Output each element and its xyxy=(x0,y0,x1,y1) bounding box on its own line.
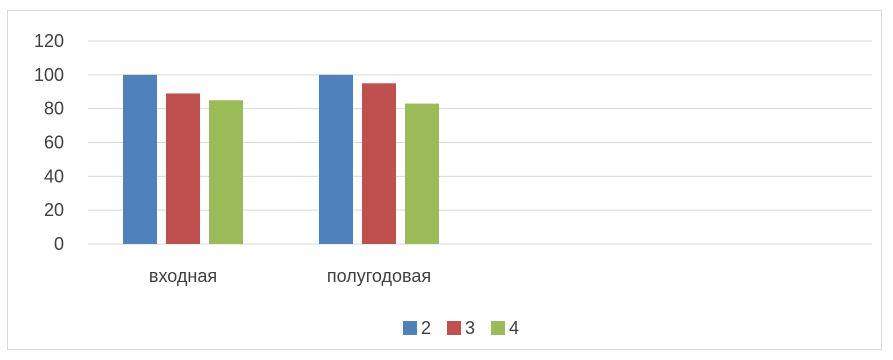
legend-label: 2 xyxy=(421,318,431,338)
legend-label: 3 xyxy=(465,318,475,338)
x-category-label: полугодовая xyxy=(327,266,431,286)
x-axis-categories: входная полугодовая xyxy=(149,266,431,286)
y-tick-label: 0 xyxy=(54,234,64,254)
legend-label: 4 xyxy=(509,318,519,338)
y-tick-label: 60 xyxy=(44,133,64,153)
legend-swatch xyxy=(447,321,461,335)
legend-swatch xyxy=(491,321,505,335)
legend-swatch xyxy=(403,321,417,335)
bar-3-0 xyxy=(166,93,200,244)
bars xyxy=(123,74,439,245)
bar-4-0 xyxy=(209,100,243,244)
legend: 2 3 4 xyxy=(403,318,519,338)
y-tick-label: 120 xyxy=(34,31,64,51)
y-axis-ticks: 0 20 40 60 80 100 120 xyxy=(34,31,64,254)
y-tick-label: 20 xyxy=(44,200,64,220)
x-category-label: входная xyxy=(149,266,217,286)
y-tick-label: 100 xyxy=(34,65,64,85)
bar-4-1 xyxy=(405,103,439,244)
bar-3-1 xyxy=(362,83,396,245)
gridlines xyxy=(88,40,872,245)
y-tick-label: 40 xyxy=(44,166,64,186)
y-tick-label: 80 xyxy=(44,99,64,119)
bar-2-0 xyxy=(123,74,157,244)
bar-2-1 xyxy=(319,74,353,244)
